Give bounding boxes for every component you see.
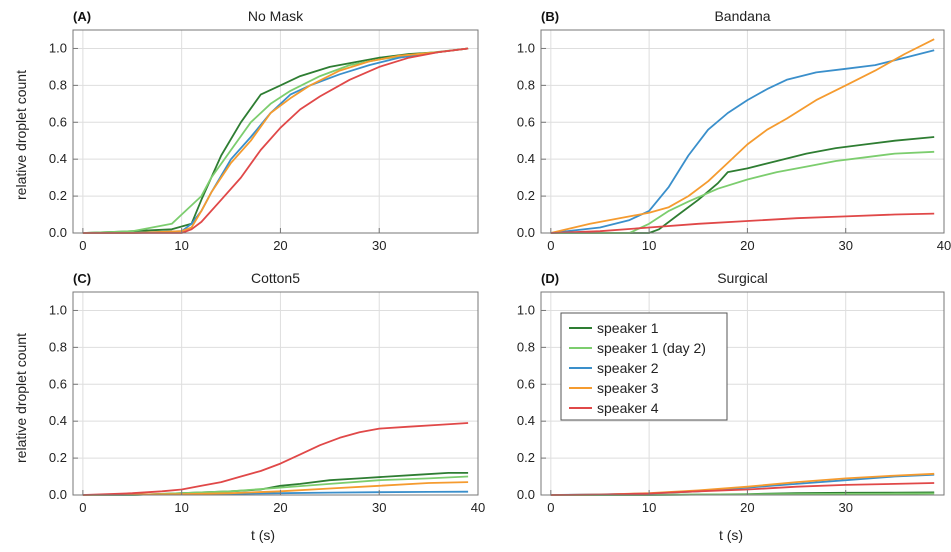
chart-panel: 0 10 20 30 40 0.0 0.2 0.4 0.6 0.8 1.0 (B) Bandana (517, 8, 951, 253)
series-line (550, 482, 935, 496)
legend-entry: speaker 4 (569, 400, 659, 416)
y-tick-label: 0.6 (49, 114, 67, 129)
x-tick-label: 20 (273, 500, 287, 515)
y-tick-label: 0.4 (49, 413, 67, 428)
legend: speaker 1 speaker 1 (day 2) speaker 2 sp… (560, 312, 728, 421)
x-tick-label: 10 (642, 238, 656, 253)
panel-title: No Mask (248, 8, 304, 24)
legend-entry-label: speaker 1 (597, 320, 659, 336)
y-axis-label-top: relative droplet count (13, 70, 29, 200)
x-tick-label: 0 (79, 500, 86, 515)
x-tick-label: 20 (273, 238, 287, 253)
y-tick-label: 0.2 (49, 188, 67, 203)
y-tick-label: 0.0 (517, 487, 535, 502)
y-tick-label: 1.0 (517, 302, 535, 317)
x-tick-label: 20 (740, 500, 754, 515)
series-line (82, 47, 469, 234)
series-line (550, 150, 935, 234)
panel-label: (B) (541, 9, 559, 24)
legend-entry: speaker 1 (day 2) (569, 340, 706, 356)
x-tick-label: 30 (838, 238, 852, 253)
y-tick-label: 1.0 (49, 302, 67, 317)
legend-entry: speaker 3 (569, 380, 659, 396)
x-tick-label: 0 (79, 238, 86, 253)
series-line (82, 47, 469, 234)
x-tick-label: 20 (740, 238, 754, 253)
panel-title: Surgical (717, 270, 768, 286)
y-tick-label: 0.2 (49, 450, 67, 465)
y-tick-label: 0.6 (517, 376, 535, 391)
y-tick-label: 0.4 (517, 413, 535, 428)
legend-entry-label: speaker 3 (597, 380, 659, 396)
legend-box (560, 312, 728, 421)
series-line (550, 38, 935, 234)
x-axis-label-left: t (s) (251, 527, 275, 543)
x-tick-label: 0 (547, 500, 554, 515)
x-tick-label: 0 (547, 238, 554, 253)
y-tick-label: 0.6 (517, 114, 535, 129)
x-axis-label-right: t (s) (719, 527, 743, 543)
plot-frame (72, 29, 479, 234)
y-tick-label: 0.0 (49, 487, 67, 502)
plot-frame (540, 29, 945, 234)
legend-entry: speaker 1 (569, 320, 659, 336)
y-tick-label: 0.8 (49, 77, 67, 92)
x-tick-label: 10 (174, 500, 188, 515)
chart-panel: 0 10 20 30 0.0 0.2 0.4 0.6 0.8 1.0 (A) No Mask (49, 8, 479, 253)
x-tick-label: 30 (838, 500, 852, 515)
plot-background (541, 30, 944, 233)
y-tick-label: 0.6 (49, 376, 67, 391)
series-line (550, 49, 935, 234)
y-tick-label: 0.8 (517, 77, 535, 92)
series-line (82, 422, 469, 496)
y-tick-label: 1.0 (49, 40, 67, 55)
series-line (82, 481, 469, 496)
panels-container: 0 10 20 30 0.0 0.2 0.4 0.6 0.8 1.0 (A) No Mask 0 10 20… (49, 8, 951, 515)
y-tick-label: 0.8 (517, 339, 535, 354)
y-tick-label: 0.0 (49, 225, 67, 240)
x-tick-label: 40 (937, 238, 951, 253)
y-tick-label: 0.2 (517, 188, 535, 203)
panel-label: (A) (73, 9, 91, 24)
panel-label: (D) (541, 271, 559, 286)
chart-panel: 0 10 20 30 40 0.0 0.2 0.4 0.6 0.8 1.0 (C) Cotton5 (49, 270, 485, 515)
y-tick-label: 0.8 (49, 339, 67, 354)
plot-frame (540, 291, 945, 496)
series-line (82, 47, 469, 234)
y-tick-label: 0.4 (517, 151, 535, 166)
series-line (550, 212, 935, 234)
x-tick-label: 40 (471, 500, 485, 515)
panel-title: Bandana (714, 8, 770, 24)
x-tick-label: 10 (642, 500, 656, 515)
plot-background (73, 292, 478, 495)
x-tick-label: 30 (372, 238, 386, 253)
legend-entry: speaker 2 (569, 360, 659, 376)
y-tick-label: 0.0 (517, 225, 535, 240)
y-tick-label: 0.4 (49, 151, 67, 166)
y-tick-label: 1.0 (517, 40, 535, 55)
panel-title: Cotton5 (251, 270, 300, 286)
y-axis-label-bottom: relative droplet count (13, 333, 29, 463)
y-tick-label: 0.2 (517, 450, 535, 465)
x-tick-label: 10 (174, 238, 188, 253)
legend-entry-label: speaker 4 (597, 400, 659, 416)
panel-label: (C) (73, 271, 91, 286)
legend-entry-label: speaker 1 (day 2) (597, 340, 706, 356)
legend-entry-label: speaker 2 (597, 360, 659, 376)
plot-frame (72, 291, 479, 496)
plot-background (73, 30, 478, 233)
x-tick-label: 30 (372, 500, 386, 515)
